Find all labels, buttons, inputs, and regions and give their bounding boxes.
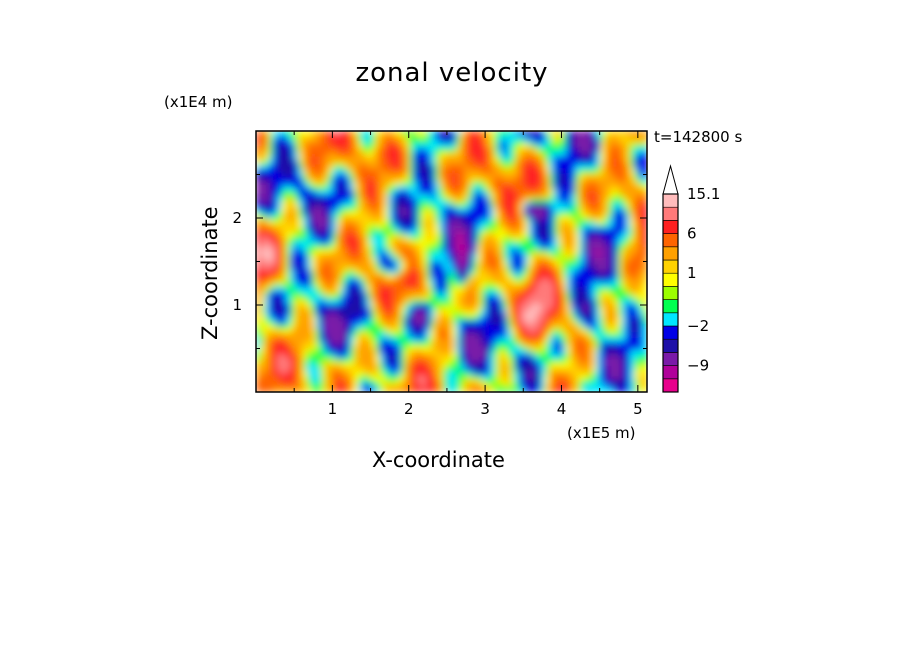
colorbar-level xyxy=(662,299,679,314)
colorbar-level xyxy=(662,272,679,287)
colorbar-label: −9 xyxy=(687,357,709,375)
x-axis-label: X-coordinate xyxy=(372,448,505,472)
colorbar-extend-arrow xyxy=(662,164,679,195)
time-label: t=142800 s xyxy=(654,128,743,146)
x-scale-label: (x1E5 m) xyxy=(567,424,636,442)
chart-title: zonal velocity xyxy=(355,58,549,88)
x-tick-label: 5 xyxy=(633,400,643,418)
colorbar-level xyxy=(662,193,679,208)
x-tick-label: 1 xyxy=(328,400,338,418)
colorbar-level xyxy=(662,352,679,366)
colorbar-level xyxy=(662,233,679,248)
colorbar-level xyxy=(662,378,679,393)
field-cells xyxy=(256,131,647,392)
colorbar-label: 1 xyxy=(687,264,697,282)
colorbar-label: 15.1 xyxy=(687,185,720,203)
y-tick-label: 2 xyxy=(232,209,242,227)
colorbar-label: −2 xyxy=(687,317,709,335)
velocity-field xyxy=(256,131,647,392)
y-tick-label: 1 xyxy=(232,296,242,314)
colorbar-level xyxy=(662,312,679,327)
colorbar-level xyxy=(662,259,679,274)
colorbar-level xyxy=(662,325,679,340)
x-ticks: 1 2 3 4 5 xyxy=(293,131,643,418)
colorbar-level xyxy=(662,246,679,261)
z-scale-label: (x1E4 m) xyxy=(164,93,233,111)
x-tick-label: 4 xyxy=(557,400,567,418)
colorbar-level xyxy=(662,338,679,353)
colorbar-label: 6 xyxy=(687,225,697,243)
x-tick-label: 2 xyxy=(404,400,414,418)
colorbar-level xyxy=(662,220,679,234)
colorbar: 15.1 6 1 −2 −9 xyxy=(662,164,720,393)
colorbar-level xyxy=(662,286,679,300)
colorbar-level xyxy=(662,206,679,221)
x-tick-label: 3 xyxy=(480,400,490,418)
colorbar-border xyxy=(662,193,679,393)
colorbar-level xyxy=(662,365,679,380)
y-ticks: 12 xyxy=(232,130,647,349)
